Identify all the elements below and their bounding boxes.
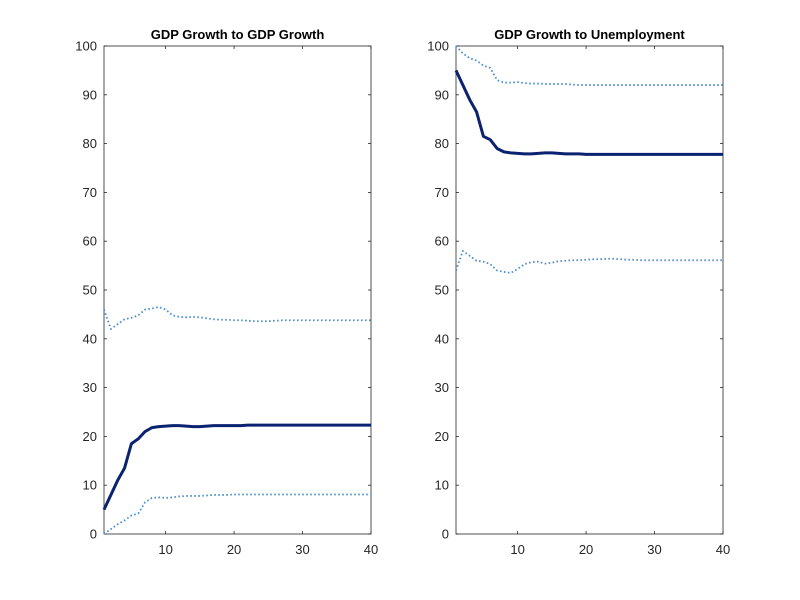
y-tick-label: 70 (435, 185, 449, 200)
chart-title: GDP Growth to GDP Growth (151, 27, 325, 42)
y-tick-label: 0 (442, 527, 449, 542)
chart-panel-1: GDP Growth to GDP Growth 0 10 20 30 40 50 60 70 8… (75, 27, 378, 557)
x-tick-label: 10 (158, 542, 172, 557)
y-tick-label: 60 (83, 234, 97, 249)
y-tick-label: 50 (435, 283, 449, 298)
axes-box (455, 45, 724, 535)
y-tick-label: 40 (83, 331, 97, 346)
y-tick-label: 20 (83, 429, 97, 444)
chart-panel-2: GDP Growth to Unemployment 0 10 20 30 40 50 60 7… (427, 27, 730, 557)
x-tick-label: 40 (364, 542, 378, 557)
y-tick-label: 80 (435, 136, 449, 151)
y-tick-label: 70 (83, 185, 97, 200)
x-tick-label: 10 (510, 542, 524, 557)
x-tick-label: 30 (295, 542, 309, 557)
x-tick-label: 30 (647, 542, 661, 557)
x-tick-label: 40 (716, 542, 730, 557)
series-lower-line (103, 493, 371, 535)
x-tick-label: 20 (579, 542, 593, 557)
x-tick-label: 20 (227, 542, 241, 557)
y-tick-label: 10 (83, 478, 97, 493)
y-tick-label: 30 (435, 380, 449, 395)
series-upper-line (455, 45, 723, 86)
y-tick-label: 80 (83, 136, 97, 151)
y-tick-label: 10 (435, 478, 449, 493)
y-tick-label: 60 (435, 234, 449, 249)
series-median-line (102, 423, 371, 511)
chart-title: GDP Growth to Unemployment (494, 27, 685, 42)
series-median-line (454, 69, 723, 156)
y-tick-label: 30 (83, 380, 97, 395)
y-tick-label: 0 (90, 527, 97, 542)
y-tick-label: 90 (435, 87, 449, 102)
series-lower-line (455, 250, 723, 274)
y-tick-label: 40 (435, 331, 449, 346)
series-upper-line (103, 306, 371, 330)
y-tick-label: 90 (83, 87, 97, 102)
y-tick-label: 50 (83, 283, 97, 298)
axes-box (103, 45, 372, 535)
y-tick-label: 100 (427, 39, 449, 54)
y-tick-label: 100 (75, 39, 97, 54)
y-tick-label: 20 (435, 429, 449, 444)
